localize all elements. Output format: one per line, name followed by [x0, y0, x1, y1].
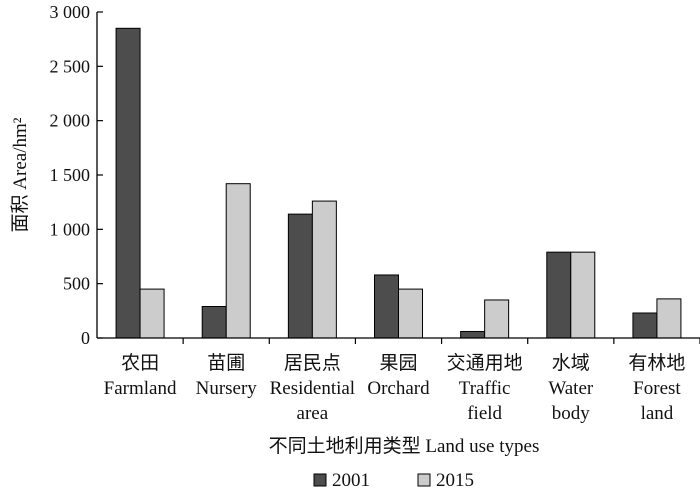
bar-2001 — [546, 251, 572, 339]
y-axis-label: 面积 Area/hm² — [9, 117, 31, 232]
x-tick-label-en: land — [641, 403, 674, 424]
x-tick-label-zh: 农田 — [121, 352, 159, 374]
y-tick-label: 1 000 — [50, 219, 91, 239]
legend-swatch-2001 — [313, 473, 327, 487]
y-tick-label: 2 500 — [50, 56, 91, 76]
bar-2015 — [656, 298, 682, 339]
y-axis: 0 500 1 000 1 500 2 000 2 500 3 000 — [50, 2, 103, 348]
x-tick-label-en: Farmland — [104, 378, 177, 399]
y-tick-label: 3 000 — [50, 2, 91, 22]
x-axis: 农田 Farmland 苗圃 Nursery 居民点 Residential area 果园 O… — [97, 337, 700, 424]
x-tick-label-zh: 有林地 — [628, 352, 685, 374]
x-tick-label-zh: 居民点 — [284, 352, 341, 374]
bar-2001 — [287, 213, 313, 339]
bar-2015 — [484, 299, 510, 339]
bars — [115, 27, 682, 339]
bar-2001 — [115, 27, 141, 339]
x-tick-label-en: body — [552, 403, 591, 424]
y-tick-label: 2 000 — [50, 111, 91, 131]
bar-2015 — [311, 200, 337, 339]
x-tick-label-en: Residential — [270, 378, 355, 399]
legend: 2001 2015 — [313, 470, 474, 491]
x-axis-label: 不同土地利用类型 Land use types — [269, 435, 540, 457]
bar-2015 — [225, 183, 251, 339]
x-tick-label-zh: 交通用地 — [447, 352, 523, 374]
x-tick-label-zh: 苗圃 — [207, 352, 245, 374]
y-tick-label: 1 500 — [50, 165, 91, 185]
legend-label: 2015 — [436, 470, 474, 491]
y-tick-label: 0 — [81, 328, 90, 348]
x-tick-label-en: Forest — [633, 378, 681, 399]
bar-2001 — [460, 330, 486, 339]
x-tick-label-en: field — [467, 403, 502, 424]
x-tick-label-en: Nursery — [196, 378, 258, 399]
bar-2001 — [632, 312, 658, 339]
x-tick-label-en: Water — [548, 378, 594, 399]
legend-swatch-2015 — [417, 473, 431, 487]
x-tick-label-zh: 水域 — [552, 352, 590, 374]
bar-2001 — [201, 305, 227, 339]
y-tick-label: 500 — [63, 274, 90, 294]
bar-2015 — [570, 251, 596, 339]
bar-2001 — [374, 274, 399, 339]
legend-label: 2001 — [332, 470, 370, 491]
bar-2015 — [398, 288, 423, 339]
bar-2015 — [139, 288, 165, 339]
x-tick-label-en: Orchard — [367, 378, 430, 399]
x-tick-label-zh: 果园 — [379, 353, 417, 374]
x-tick-label-en: Traffic — [459, 378, 511, 399]
x-tick-label-en: area — [297, 403, 329, 424]
